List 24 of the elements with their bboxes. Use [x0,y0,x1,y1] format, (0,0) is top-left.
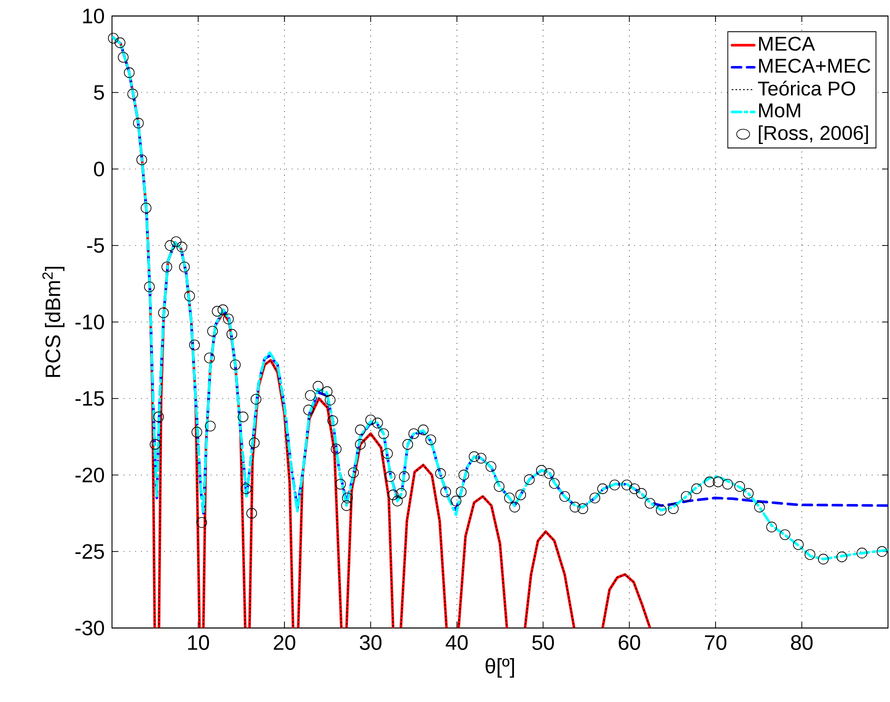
y-tick-label: 0 [94,162,104,176]
y-tick-label: 5 [94,85,104,100]
x-tick-label: 40 [446,635,468,650]
x-axis-title: θ[º] [486,658,514,678]
legend-label: Teórica PO [758,80,856,96]
y-axis-title: RCS [dBm$^{2}$] [42,266,64,377]
legend-label: MoM [759,104,800,118]
y-tick-label: -25 [76,544,104,559]
y-tick-label: -15 [76,391,104,406]
x-tick-label: 70 [705,635,726,650]
legend-label: MECA+MEC [759,58,870,73]
x-tick-label: 10 [188,635,210,650]
x-tick-label: 80 [791,635,813,650]
y-tick-label: -30 [76,620,104,636]
x-tick-label: 20 [274,635,296,650]
legend-label: [Ross, 2006] [758,125,868,144]
x-tick-label: 60 [618,635,640,650]
y-tick-label: -5 [87,238,104,253]
legend-label: MECA [759,36,816,51]
x-tick-label: 30 [360,635,382,650]
x-tick-label: 50 [532,635,554,650]
y-tick-label: -10 [76,314,104,330]
y-tick-label: -20 [76,468,104,482]
y-tick-label: 10 [83,8,104,24]
